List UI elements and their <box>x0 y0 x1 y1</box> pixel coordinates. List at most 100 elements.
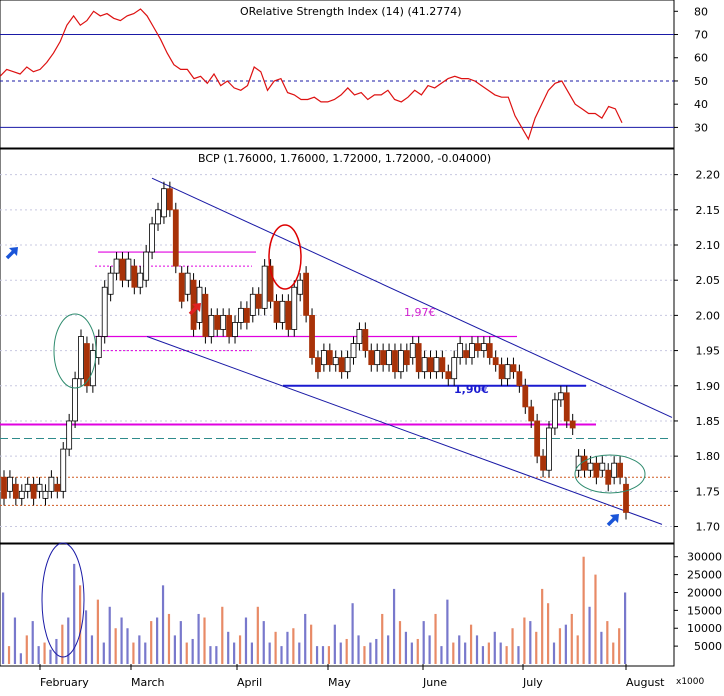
candle-body <box>480 343 487 351</box>
volume-bar <box>144 642 147 664</box>
candle-body <box>392 350 398 373</box>
candle-body <box>232 322 238 337</box>
candle-body <box>475 343 481 351</box>
candle-body <box>42 490 49 499</box>
volume-bar <box>351 603 354 664</box>
volume-bar <box>339 642 342 664</box>
volume-bar <box>458 635 461 664</box>
volume-bar <box>286 631 289 664</box>
candle-body <box>101 286 108 337</box>
volume-bar <box>357 635 360 664</box>
volume-bar <box>570 613 573 664</box>
candle-body <box>89 350 96 387</box>
candle-body <box>202 293 209 337</box>
candle-body <box>427 357 434 373</box>
candle-body <box>540 455 546 471</box>
candle-body <box>469 343 475 359</box>
label-197: 1,97€ <box>404 306 436 319</box>
volume-bar <box>333 624 336 664</box>
candle-body <box>599 462 606 471</box>
candle-body <box>255 293 262 309</box>
candle-body <box>415 343 422 373</box>
candle-body <box>350 343 357 359</box>
price-tick-label: 1.80 <box>696 450 721 463</box>
volume-bar <box>37 646 40 664</box>
volume-bar <box>304 613 307 664</box>
candle-body <box>522 385 529 408</box>
volume-bar <box>398 621 402 664</box>
candle-body <box>463 350 469 359</box>
candle-body <box>7 476 13 492</box>
volume-bar <box>298 642 301 664</box>
volume-bar <box>434 613 437 664</box>
candle-body <box>338 357 345 373</box>
candle-body <box>368 350 375 366</box>
volume-bar <box>410 642 413 664</box>
candle-body <box>605 469 612 485</box>
candle-body <box>397 350 404 373</box>
volume-bar <box>493 631 496 664</box>
candle-body <box>534 420 541 457</box>
volume-bar <box>156 617 159 664</box>
price-tick-label: 2.10 <box>696 239 721 252</box>
volume-bar <box>274 631 277 664</box>
price-tick-label: 2.00 <box>696 309 721 322</box>
candle-body <box>178 272 185 302</box>
volume-bar <box>221 606 224 664</box>
candle-body <box>285 300 292 330</box>
volume-bar <box>552 642 556 664</box>
candle-body <box>137 272 144 288</box>
price-tick-label: 1.90 <box>696 380 721 393</box>
volume-tick-label: 25000 <box>687 569 722 582</box>
candle-body <box>220 314 227 330</box>
candle-body <box>214 314 221 330</box>
x-tick-label: June <box>422 676 447 689</box>
volume-bar <box>138 635 141 664</box>
candle-body <box>356 329 363 344</box>
volume-bar <box>612 642 615 664</box>
rsi-panel <box>0 0 675 149</box>
candle-body <box>125 258 132 281</box>
volume-bar <box>233 642 236 664</box>
volume-bar <box>150 621 153 664</box>
candle-body <box>54 483 61 492</box>
volume-bar <box>505 646 508 664</box>
candle-body <box>12 483 19 499</box>
volume-bar <box>624 592 627 664</box>
volume-bar <box>185 642 188 664</box>
candle-body <box>291 286 298 330</box>
volume-bar <box>96 599 99 664</box>
volume-bar <box>523 617 526 664</box>
volume-bar <box>475 635 479 664</box>
candle-body <box>161 188 167 218</box>
candle-body <box>155 209 161 225</box>
candle-body <box>332 357 339 366</box>
x-tick-label: February <box>40 676 89 689</box>
volume-bar <box>179 621 182 664</box>
volume-bar <box>440 646 443 664</box>
volume-bar <box>191 638 194 664</box>
volume-bar <box>108 606 111 664</box>
candle-body <box>309 314 315 359</box>
x-tick-label: May <box>328 676 351 689</box>
highlight-ellipse-april <box>268 224 302 290</box>
candle-body <box>374 350 381 366</box>
volume-bar <box>114 628 117 664</box>
channel-trendline <box>151 177 673 418</box>
candle-body <box>563 392 570 422</box>
candle-body <box>457 343 464 359</box>
price-tick-label: 1.85 <box>696 415 721 428</box>
volume-bar <box>280 646 283 664</box>
volume-bar <box>19 653 22 664</box>
volume-bar <box>564 624 567 664</box>
rsi-tick-label: 50 <box>694 75 708 88</box>
volume-tick-label: 5000 <box>694 640 722 653</box>
volume-bar <box>600 631 603 664</box>
volume-tick-label: 30000 <box>687 551 722 564</box>
volume-bar <box>132 642 135 664</box>
volume-bar <box>529 621 532 664</box>
volume-bar <box>61 624 64 664</box>
volume-bar <box>464 642 467 664</box>
volume-bar <box>31 621 34 664</box>
volume-bar <box>310 624 313 664</box>
